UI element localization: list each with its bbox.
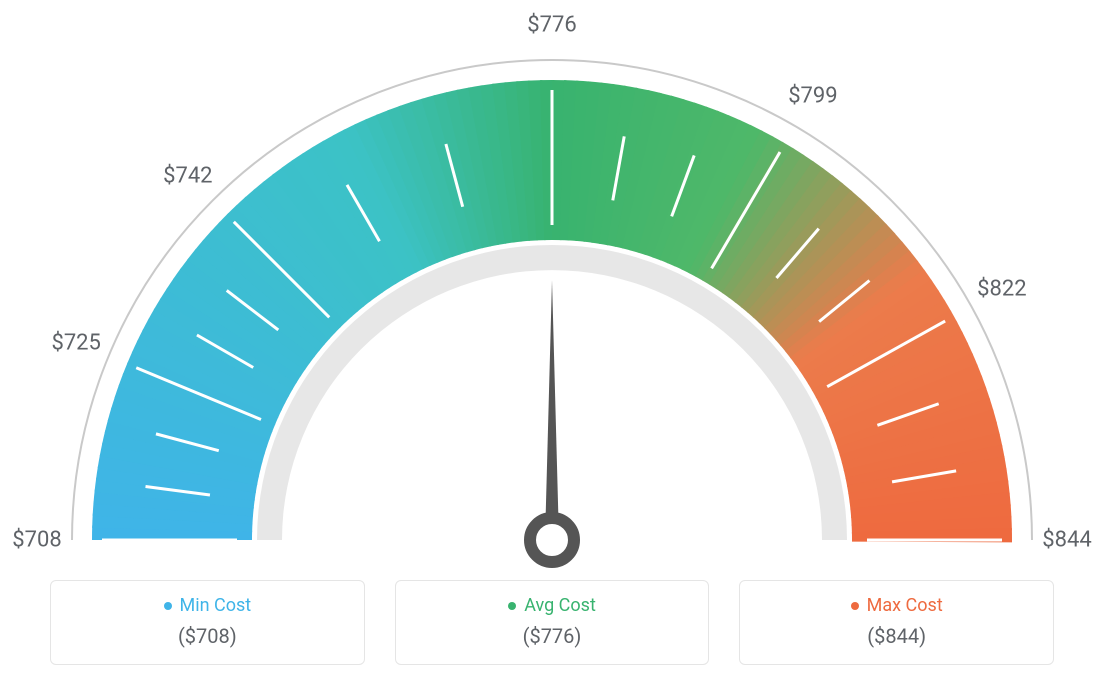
legend-avg-label: Avg Cost (524, 595, 596, 616)
gauge-tick-label: $799 (788, 83, 837, 108)
legend-min-dot (164, 602, 172, 610)
legend-avg-dot (508, 602, 516, 610)
legend-max-box: Max Cost ($844) (739, 580, 1054, 666)
gauge-tick-label: $822 (977, 277, 1026, 302)
gauge-tick-label: $742 (163, 163, 212, 188)
legend-max-dot (851, 602, 859, 610)
legend-min-title: Min Cost (164, 595, 252, 616)
legend-min-box: Min Cost ($708) (50, 580, 365, 666)
gauge-svg (0, 0, 1104, 570)
gauge-tick-label: $776 (527, 13, 576, 38)
gauge-chart: $708 $725 $742 $776 $799 $822 $844 (0, 0, 1104, 570)
cost-gauge-container: $708 $725 $742 $776 $799 $822 $844 Min Cost ($… (0, 0, 1104, 690)
legend-min-value: ($708) (61, 624, 354, 648)
legend-max-title: Max Cost (851, 595, 943, 616)
legend-avg-value: ($776) (406, 624, 699, 648)
legend-min-label: Min Cost (180, 595, 252, 616)
gauge-tick-label: $708 (12, 528, 61, 553)
legend-max-label: Max Cost (867, 595, 943, 616)
gauge-tick-label: $725 (51, 330, 100, 355)
legend-avg-title: Avg Cost (508, 595, 596, 616)
gauge-tick-label: $844 (1042, 528, 1091, 553)
legend-avg-box: Avg Cost ($776) (395, 580, 710, 666)
legend-max-value: ($844) (750, 624, 1043, 648)
legend-row: Min Cost ($708) Avg Cost ($776) Max Cost… (50, 580, 1054, 666)
